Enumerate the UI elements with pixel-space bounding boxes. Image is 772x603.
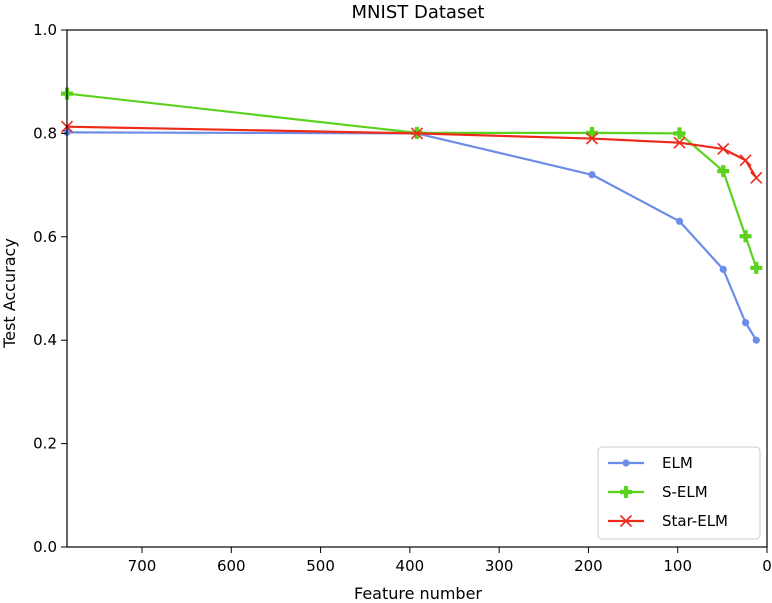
legend-label-s-elm: S-ELM: [662, 483, 708, 501]
series-s-elm: [61, 87, 763, 274]
data-point-star-elm: [410, 127, 424, 140]
data-point-elm: [741, 319, 750, 327]
data-point-star-elm: [750, 171, 763, 184]
data-point-elm: [588, 171, 596, 179]
x-tick-label: 400: [396, 557, 425, 575]
x-tick-label: 600: [217, 557, 246, 575]
x-axis: 700 600 500 400 300 200 100 0: [128, 547, 772, 575]
series-line-s-elm: [66, 92, 758, 269]
series-line-star-elm: [66, 125, 758, 179]
data-point-elm: [752, 336, 760, 344]
x-tick-label: 300: [485, 557, 514, 575]
data-point-s-elm: [717, 165, 730, 178]
data-point-s-elm: [750, 261, 763, 274]
data-point-star-elm: [585, 132, 599, 145]
y-tick-label: 0.6: [33, 228, 57, 246]
series-line-elm: [66, 131, 758, 341]
data-point-star-elm: [717, 142, 730, 155]
plot-frame: [66, 29, 768, 548]
x-tick-label: 700: [128, 557, 157, 575]
y-axis: 0.0 0.2 0.4 0.6 0.8 1.0: [33, 21, 67, 556]
x-tick-label: 0: [762, 557, 772, 575]
legend-box: [597, 446, 761, 540]
data-layer: [60, 87, 763, 344]
series-star-elm: [60, 120, 763, 184]
legend-marker-star-elm: [619, 514, 633, 528]
legend-marker-s-elm: [620, 486, 632, 498]
data-point-s-elm: [673, 127, 686, 140]
x-tick-label: 100: [663, 557, 692, 575]
legend-label-star-elm: Star-ELM: [662, 512, 728, 530]
x-axis-title: Feature number: [354, 584, 482, 603]
series-elm: [63, 128, 760, 344]
data-point-s-elm: [586, 126, 598, 139]
legend: ELM S-ELM Star-ELM: [597, 446, 761, 540]
y-tick-label: 0.0: [33, 538, 57, 556]
data-point-s-elm: [739, 230, 752, 243]
legend-label-elm: ELM: [662, 454, 693, 472]
x-tick-label: 500: [306, 557, 335, 575]
chart-title: MNIST Dataset: [352, 2, 485, 23]
data-point-elm: [675, 217, 684, 225]
y-tick-label: 0.4: [33, 331, 57, 349]
y-tick-label: 1.0: [33, 21, 57, 39]
y-tick-label: 0.2: [33, 435, 57, 453]
data-point-elm: [719, 265, 727, 273]
data-point-star-elm: [673, 136, 686, 149]
y-axis-title: Test Accuracy: [0, 238, 19, 349]
y-tick-label: 0.8: [33, 124, 57, 142]
legend-marker-elm: [622, 459, 630, 467]
data-point-star-elm: [739, 154, 752, 167]
x-tick-label: 200: [574, 557, 603, 575]
